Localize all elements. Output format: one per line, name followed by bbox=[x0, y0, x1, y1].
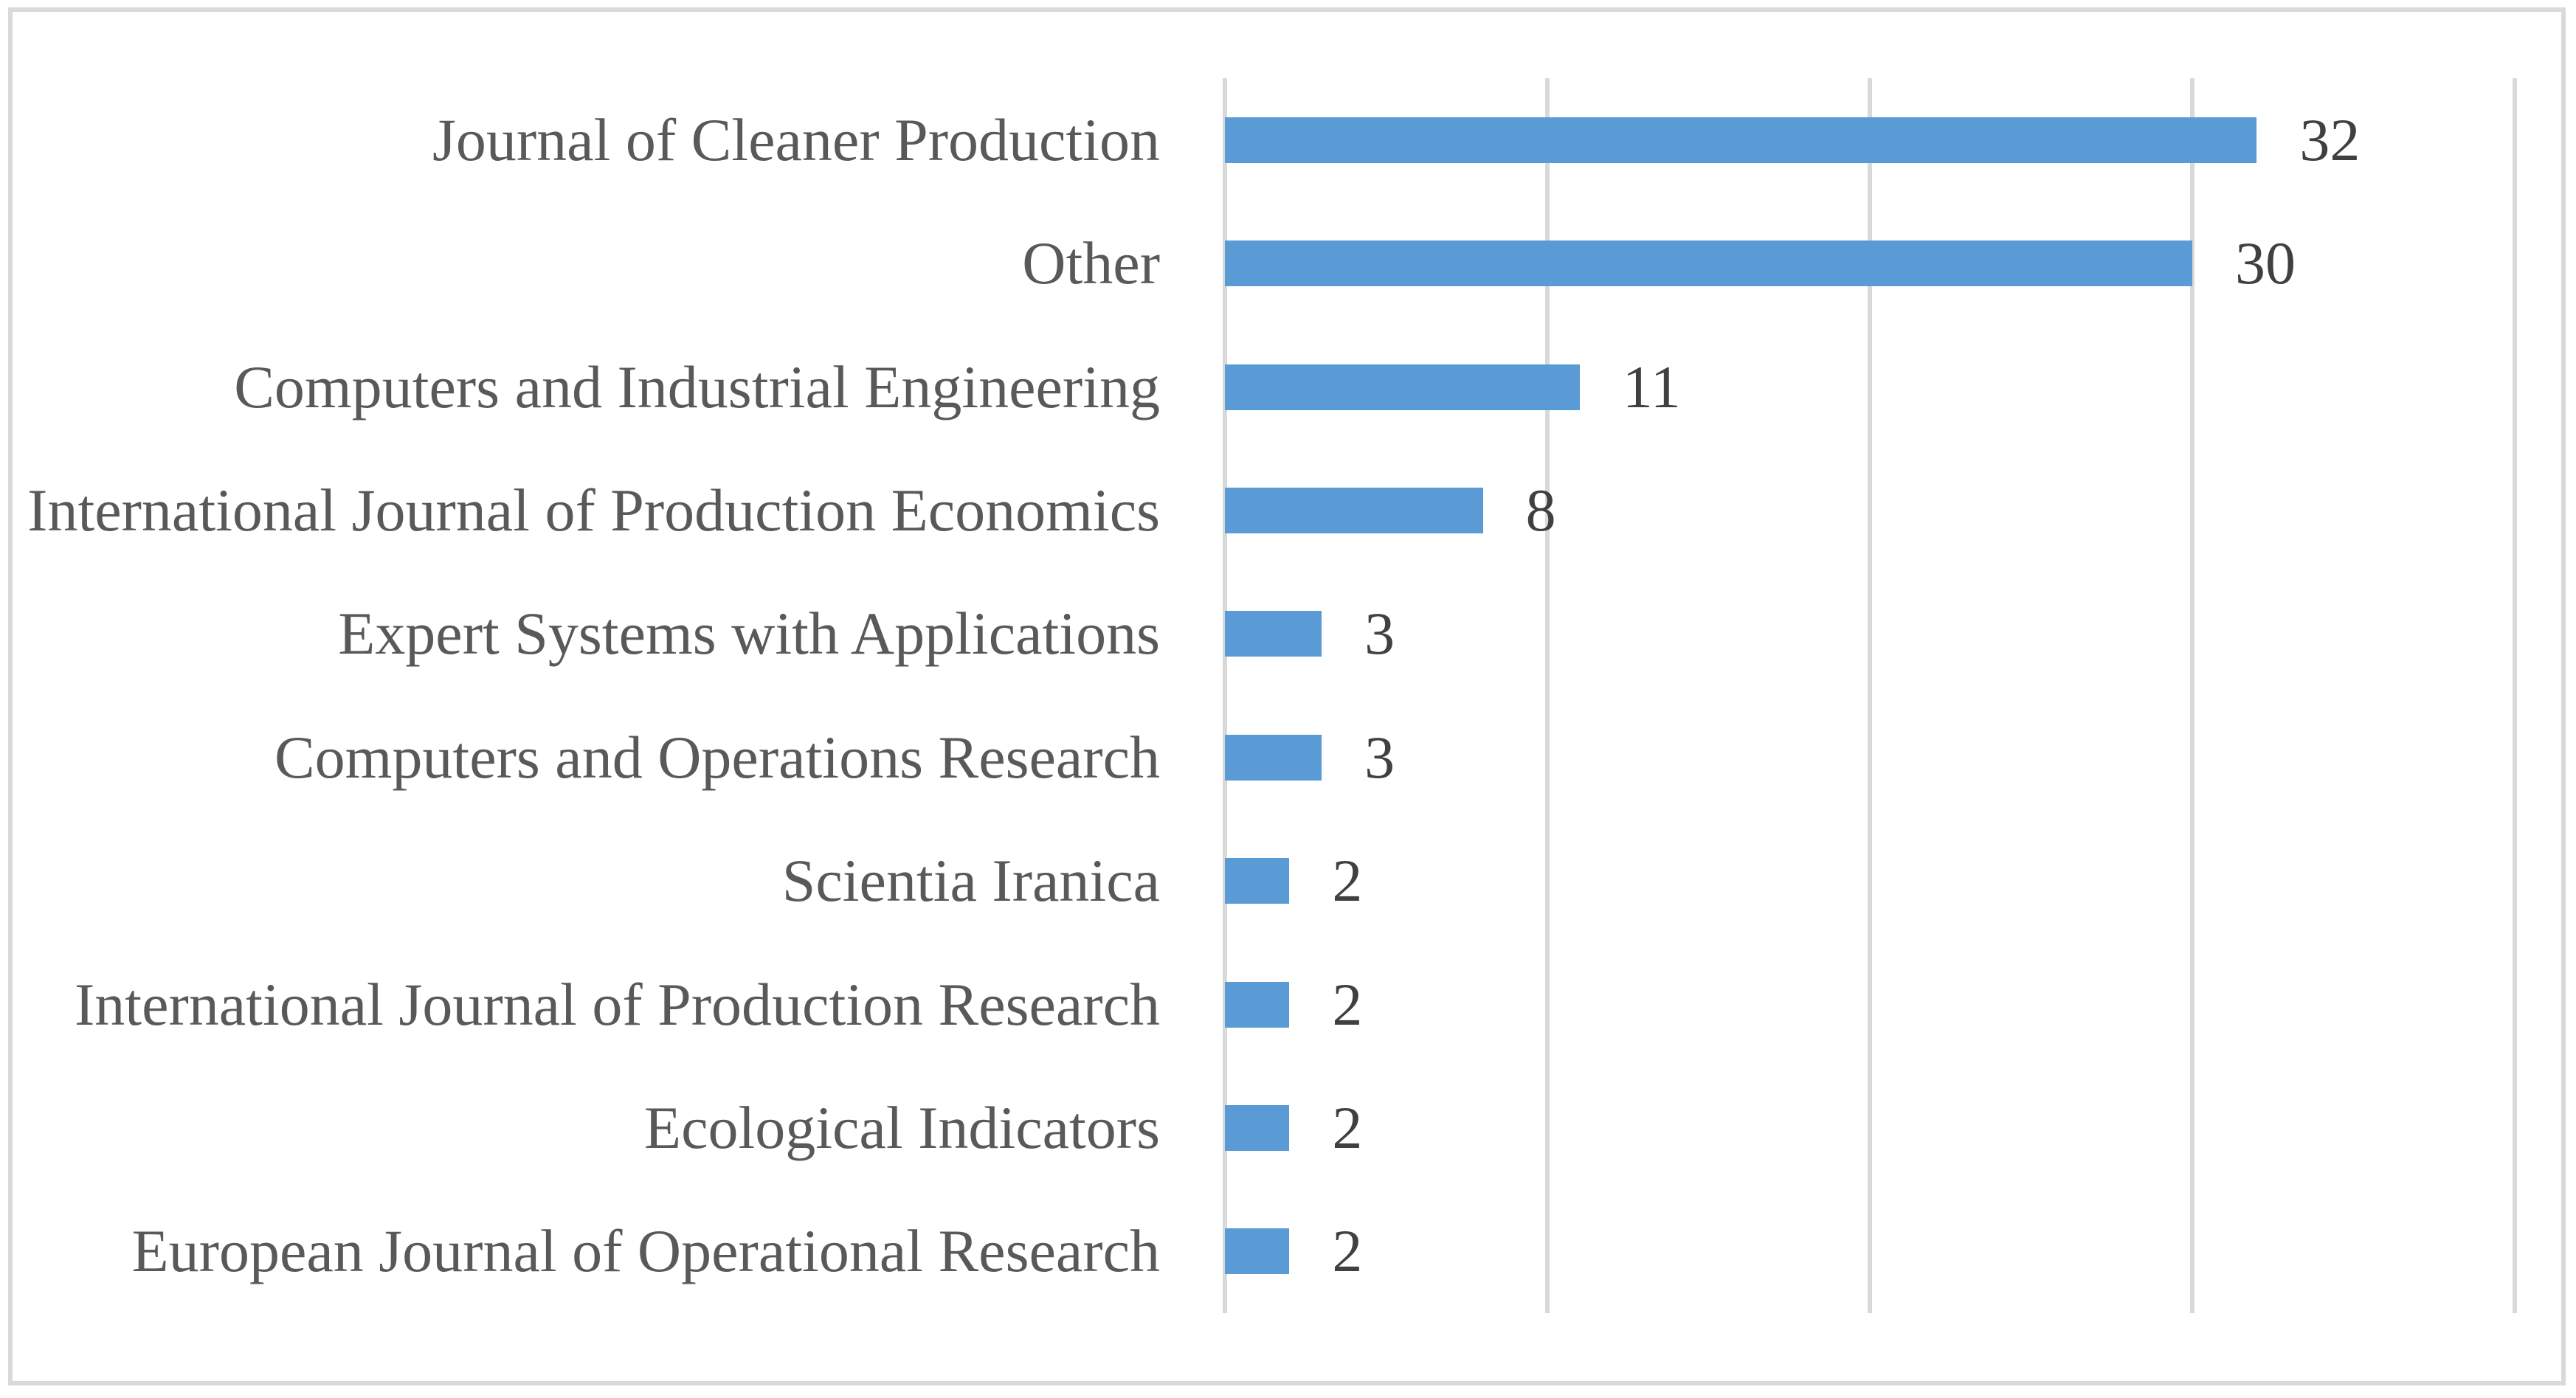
value-label: 32 bbox=[2299, 105, 2361, 173]
bar bbox=[1225, 981, 1290, 1028]
bar-row: 30 bbox=[1225, 201, 2515, 325]
category-label: International Journal of Production Econ… bbox=[27, 476, 1160, 544]
gridline-x-30 bbox=[2190, 78, 2195, 1313]
value-label: 2 bbox=[1332, 1217, 1363, 1285]
gridline-x-0 bbox=[1223, 78, 1227, 1313]
category-label: Expert Systems with Applications bbox=[338, 600, 1160, 668]
category-label: European Journal of Operational Research bbox=[131, 1217, 1160, 1285]
gridline-x-10 bbox=[1545, 78, 1550, 1313]
bar-row: 2 bbox=[1225, 819, 2515, 942]
category-label: Computers and Industrial Engineering bbox=[234, 353, 1160, 421]
value-label: 11 bbox=[1622, 353, 1681, 421]
bar bbox=[1225, 241, 2192, 287]
bar-row: 3 bbox=[1225, 696, 2515, 819]
category-label: Ecological Indicators bbox=[643, 1093, 1160, 1161]
category-label: International Journal of Production Rese… bbox=[75, 970, 1160, 1038]
category-axis-labels: Journal of Cleaner Production Other Comput… bbox=[0, 78, 1160, 1313]
category-label: Other bbox=[1022, 229, 1160, 297]
bar bbox=[1225, 1228, 1290, 1275]
value-label: 8 bbox=[1525, 476, 1556, 544]
category-label: Computers and Operations Research bbox=[274, 723, 1160, 791]
bar-rows: 32 30 11 8 3 3 2 2 2 2 bbox=[1225, 78, 2515, 1313]
value-label: 2 bbox=[1332, 970, 1363, 1038]
value-label: 3 bbox=[1364, 723, 1395, 791]
bar-row: 2 bbox=[1225, 1190, 2515, 1313]
bar-row: 11 bbox=[1225, 325, 2515, 449]
bar bbox=[1225, 734, 1322, 781]
bar bbox=[1225, 1104, 1290, 1151]
bar bbox=[1225, 611, 1322, 657]
bar-row: 2 bbox=[1225, 943, 2515, 1066]
value-label: 30 bbox=[2235, 229, 2296, 297]
bar bbox=[1225, 487, 1483, 533]
bar bbox=[1225, 858, 1290, 904]
category-label: Scientia Iranica bbox=[781, 847, 1160, 915]
bar bbox=[1225, 364, 1580, 410]
value-label: 3 bbox=[1364, 600, 1395, 668]
bar-row: 2 bbox=[1225, 1066, 2515, 1189]
value-label: 2 bbox=[1332, 847, 1363, 915]
category-label: Journal of Cleaner Production bbox=[432, 105, 1160, 173]
gridline-x-20 bbox=[1868, 78, 1872, 1313]
value-label: 2 bbox=[1332, 1093, 1363, 1161]
bar-row: 3 bbox=[1225, 572, 2515, 696]
gridline-x-40 bbox=[2513, 78, 2517, 1313]
bar bbox=[1225, 117, 2257, 163]
bar-row: 8 bbox=[1225, 449, 2515, 572]
plot-area: 32 30 11 8 3 3 2 2 2 2 bbox=[1223, 78, 2517, 1313]
bar-row: 32 bbox=[1225, 78, 2515, 201]
